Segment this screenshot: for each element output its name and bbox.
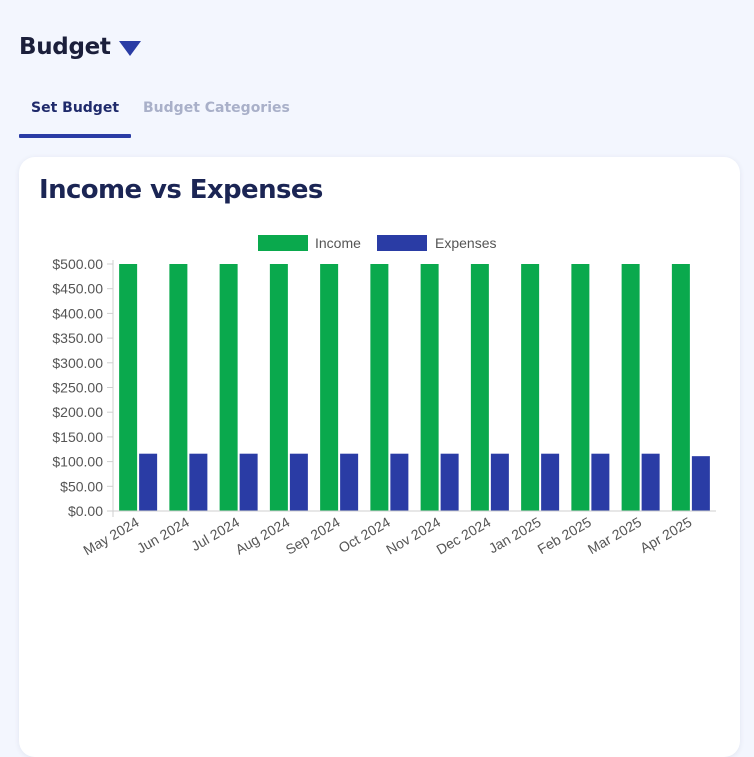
y-tick-label: $300.00 xyxy=(52,355,103,371)
x-tick-label: Sep 2024 xyxy=(283,514,343,558)
x-tick-label: Aug 2024 xyxy=(232,514,292,558)
y-tick-label: $200.00 xyxy=(52,404,103,420)
tab-bar: Set Budget Budget Categories xyxy=(19,96,302,138)
income-bar xyxy=(269,264,288,511)
income-bar xyxy=(119,264,138,511)
income-bar xyxy=(320,264,339,511)
expenses-bar xyxy=(691,456,710,511)
y-tick-label: $100.00 xyxy=(52,454,103,470)
y-tick-label: $250.00 xyxy=(52,380,103,396)
x-tick-label: May 2024 xyxy=(80,514,141,559)
expenses-bar xyxy=(289,453,308,511)
x-tick-label: Feb 2025 xyxy=(535,514,594,558)
expenses-bar xyxy=(189,453,208,511)
tab-budget-categories[interactable]: Budget Categories xyxy=(143,100,290,116)
expenses-bar xyxy=(440,453,459,511)
expenses-bar xyxy=(390,453,409,511)
expenses-bar xyxy=(239,453,258,511)
x-tick-label: Jan 2025 xyxy=(486,514,544,557)
legend-label-expenses: Expenses xyxy=(435,235,496,251)
x-tick-label: Jun 2024 xyxy=(134,514,192,557)
y-tick-label: $50.00 xyxy=(60,478,103,494)
y-tick-label: $150.00 xyxy=(52,429,103,445)
bar-chart: $0.00 $50.00 $100.00 $150.00 $200.00 $250.00 $… xyxy=(52,235,716,559)
legend-swatch-expenses xyxy=(377,235,427,251)
y-tick-label: $450.00 xyxy=(52,281,103,297)
expenses-bar xyxy=(541,453,560,511)
tab-set-budget[interactable]: Set Budget xyxy=(19,96,132,138)
expenses-bar xyxy=(641,453,660,511)
income-bar xyxy=(671,264,690,511)
income-bar xyxy=(219,264,238,511)
legend-label-income: Income xyxy=(315,235,361,251)
expenses-bar xyxy=(139,453,158,511)
page-header: Budget xyxy=(19,34,141,60)
y-tick-label: $350.00 xyxy=(52,330,103,346)
legend-swatch-income xyxy=(258,235,308,251)
chart-card: Income vs Expenses $0.00 $50.00 $100.00 $15… xyxy=(19,157,740,757)
y-tick-label: $0.00 xyxy=(68,503,103,519)
income-bar xyxy=(470,264,489,511)
x-tick-label: Mar 2025 xyxy=(585,514,644,558)
income-bar xyxy=(169,264,188,511)
expenses-bar xyxy=(591,453,610,511)
x-tick-label: Oct 2024 xyxy=(336,514,393,556)
income-bar xyxy=(420,264,439,511)
y-tick-label: $500.00 xyxy=(52,256,103,272)
income-bar xyxy=(370,264,389,511)
x-tick-label: Nov 2024 xyxy=(383,514,443,558)
page-title: Budget xyxy=(19,34,111,60)
card-title: Income vs Expenses xyxy=(39,175,323,205)
caret-down-icon[interactable] xyxy=(118,41,141,56)
income-bar xyxy=(521,264,540,511)
expenses-bar xyxy=(490,453,509,511)
income-bar xyxy=(621,264,640,511)
x-tick-label: Dec 2024 xyxy=(433,514,493,558)
expenses-bar xyxy=(340,453,359,511)
income-bar xyxy=(571,264,590,511)
x-tick-label: Apr 2025 xyxy=(637,514,694,556)
y-tick-label: $400.00 xyxy=(52,305,103,321)
